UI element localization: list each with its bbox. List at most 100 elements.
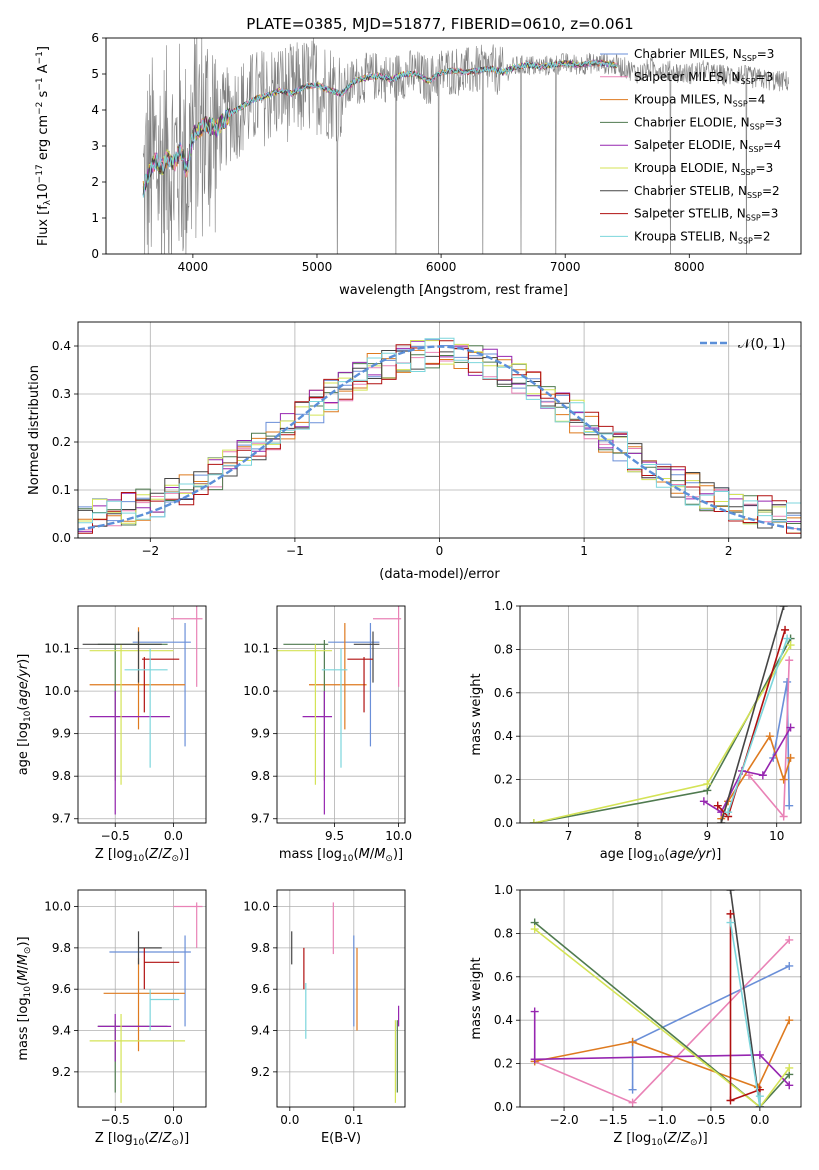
y-tick-label: 0.6 [494, 970, 513, 984]
series-marker-kroupa_elodie [530, 925, 539, 934]
y-tick-label: 4 [91, 103, 99, 117]
y-tick-label: 0.4 [52, 339, 71, 353]
series-line-salpeter_elodie [703, 727, 792, 814]
y-tick-label: 0.8 [494, 926, 513, 940]
series-marker-kroupa_miles [779, 775, 788, 784]
normal-curve [78, 345, 801, 531]
y-axis-label: mass [log10(M/M⊙)] [16, 936, 33, 1060]
panel-mass_vs_ebv: 0.0 0.1 9.2 9.4 9.6 9.8 10.0 E(B-V) [243, 889, 406, 1146]
y-tick-label: 10.0 [44, 684, 71, 698]
axes-frame [276, 605, 406, 824]
series-line-kroupa_elodie [533, 644, 792, 823]
x-tick-label: 10.0 [385, 829, 412, 843]
plot-area [529, 606, 795, 823]
y-tick-label: 0.2 [494, 773, 513, 787]
axes-frame [105, 37, 802, 255]
series-line-salpeter_stelib [717, 629, 786, 819]
plot-area [277, 606, 402, 815]
series-marker-salpeter_elodie [530, 1055, 539, 1064]
histogram-salpeter_stelib [78, 340, 801, 534]
x-tick-label: −1 [286, 544, 304, 558]
y-tick-label: 1.0 [494, 599, 513, 613]
x-axis-label: E(B-V) [321, 1131, 361, 1146]
x-tick-label: 4000 [178, 260, 209, 274]
y-axis-label: age [log10(age/yr)] [16, 654, 33, 776]
plot-area [82, 606, 203, 815]
series-marker-chabrier_stelib [726, 890, 735, 894]
y-tick-label: 9.7 [52, 812, 71, 826]
y-tick-label: 2 [91, 175, 99, 189]
legend-label-chabrier_miles: Chabrier MILES, NSSP=3 [634, 47, 774, 63]
axes-frame [77, 321, 802, 539]
grid [78, 890, 206, 1107]
series-line-chabrier_elodie [533, 638, 792, 823]
x-axis-label: (data-model)/error [379, 567, 500, 582]
y-tick-label: 9.2 [251, 1065, 270, 1079]
series-marker-salpeter_stelib [726, 909, 735, 918]
y-tick-label: 9.4 [52, 1024, 71, 1038]
legend-label-salpeter_elodie: Salpeter ELODIE, NSSP=4 [634, 138, 781, 154]
y-tick-label: 10.0 [243, 684, 270, 698]
figure-title: PLATE=0385, MJD=51877, FIBERID=0610, z=0… [246, 15, 633, 33]
series-marker-salpeter_miles [779, 812, 788, 821]
x-tick-label: 9.5 [325, 829, 344, 843]
y-tick-label: 9.8 [52, 941, 71, 955]
legend-label-kroupa_stelib: Kroupa STELIB, NSSP=2 [634, 229, 771, 245]
panel-age_vs_mass: 9.5 10.0 9.7 9.8 9.9 10.0 10.1 mass [log10(M/M⊙… [243, 605, 412, 864]
series-marker-salpeter_elodie [758, 771, 767, 780]
y-tick-label: 0.2 [52, 435, 71, 449]
series-marker-salpeter_stelib [713, 801, 722, 810]
y-tick-label: 9.9 [52, 727, 71, 741]
y-tick-label: 0.2 [494, 1057, 513, 1071]
legend-label-salpeter_stelib: Salpeter STELIB, NSSP=3 [634, 207, 778, 223]
x-tick-label: 8 [634, 829, 642, 843]
series-marker-chabrier_miles [783, 677, 792, 686]
series-marker-kroupa_stelib [755, 1103, 764, 1107]
grid [277, 890, 405, 1107]
x-tick-label: 0.0 [164, 1113, 183, 1127]
series-marker-chabrier_miles [785, 801, 794, 810]
y-tick-label: 9.6 [251, 982, 270, 996]
y-tick-label: 9.8 [52, 769, 71, 783]
legend-label-salpeter_miles: Salpeter MILES, NSSP=3 [634, 70, 773, 86]
series-marker-kroupa_elodie [703, 779, 712, 788]
y-tick-label: 5 [91, 67, 99, 81]
y-tick-label: 0.4 [494, 1013, 513, 1027]
series-line-chabrier_elodie [534, 921, 790, 1107]
histogram-kroupa_stelib [78, 337, 801, 524]
model-spectrum-kroupa_stelib [142, 60, 618, 198]
x-tick-label: 0.0 [164, 829, 183, 843]
y-tick-label: 9.8 [251, 941, 270, 955]
panel-massweight_vs_Z: −2.0 −1.5 −1.0 −0.5 0.0 0.0 0.2 0.4 0.6 0.8 1.0 Z [… [469, 883, 802, 1148]
series-marker-salpeter_miles [785, 935, 794, 944]
x-axis-label: wavelength [Angstrom, rest frame] [339, 283, 568, 298]
legend-label-chabrier_elodie: Chabrier ELODIE, NSSP=3 [634, 115, 782, 131]
y-tick-label: 0.8 [494, 642, 513, 656]
series-marker-salpeter_elodie [530, 1007, 539, 1016]
y-tick-label: 3 [91, 139, 99, 153]
legend-label-kroupa_elodie: Kroupa ELODIE, NSSP=3 [634, 161, 773, 177]
series-marker-salpeter_elodie [786, 723, 795, 732]
axes-frame [519, 605, 802, 824]
legend-label-normal: 𝒩(0, 1) [738, 337, 785, 352]
x-tick-label: −1.0 [647, 1113, 676, 1127]
y-tick-label: 0.0 [494, 1100, 513, 1114]
series-marker-salpeter_elodie [755, 1050, 764, 1059]
y-tick-label: 0.4 [494, 729, 513, 743]
x-axis-label: mass [log10(M/M⊙)] [279, 847, 403, 864]
series-line-kroupa_miles [534, 1019, 791, 1089]
x-tick-label: 6000 [426, 260, 457, 274]
series-marker-kroupa_stelib [726, 918, 735, 927]
y-tick-label: 0.3 [52, 387, 71, 401]
x-axis-label: Z [log10(Z/Z⊙)] [613, 1131, 707, 1148]
grid [78, 606, 206, 823]
x-tick-label: −1.5 [598, 1113, 627, 1127]
y-tick-label: 0.0 [494, 816, 513, 830]
series-marker-chabrier_miles [628, 1085, 637, 1094]
x-tick-label: −0.5 [101, 1113, 130, 1127]
y-axis-label: mass weight [469, 957, 484, 1039]
plot-area [530, 890, 794, 1107]
y-tick-label: 1 [91, 211, 99, 225]
series-line-kroupa_stelib [727, 638, 788, 813]
x-tick-label: 0.0 [280, 1113, 299, 1127]
